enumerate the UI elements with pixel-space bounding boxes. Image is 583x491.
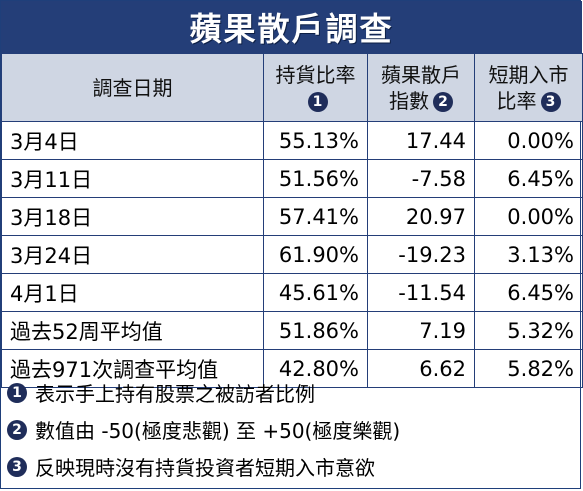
row-date: 過去971次調查平均值 xyxy=(1,349,264,388)
footnote-text: 數值由 -50(極度悲觀) 至 +50(極度樂觀) xyxy=(35,419,401,443)
header-holding-label: 持貨比率 xyxy=(275,62,356,87)
row-holding: 42.80% xyxy=(263,349,368,388)
table-row: 3月4日 55.13% 17.44 0.00% xyxy=(1,121,583,160)
row-short: 6.45% xyxy=(474,273,583,312)
header-holding-ratio: 持貨比率 1 xyxy=(263,53,368,122)
marker-2-icon: 2 xyxy=(433,92,453,112)
row-short: 5.82% xyxy=(474,349,583,388)
row-date: 過去52周平均值 xyxy=(1,311,264,350)
table-row: 4月1日 45.61% -11.54 6.45% xyxy=(1,273,583,312)
row-short: 6.45% xyxy=(474,159,583,198)
row-index: -19.23 xyxy=(367,235,475,274)
survey-table: 調查日期 持貨比率 1 蘋果散戶 指數 2 短期入市 比率 3 3月4日 55 xyxy=(1,53,583,388)
title-bar: 蘋果散戶調查 xyxy=(1,1,582,53)
header-date-label: 調查日期 xyxy=(92,75,173,100)
page-title: 蘋果散戶調查 xyxy=(189,10,394,48)
marker-3-icon: 3 xyxy=(540,92,561,112)
table-row: 過去971次調查平均值 42.80% 6.62 5.82% xyxy=(1,349,583,388)
row-short: 0.00% xyxy=(474,197,583,236)
row-holding: 55.13% xyxy=(263,121,368,160)
row-index: -7.58 xyxy=(367,159,475,198)
footnote-item: 1 表示手上持有股票之被訪者比例 xyxy=(7,374,577,411)
row-holding: 51.86% xyxy=(263,311,368,350)
header-short-term-ratio: 短期入市 比率 3 xyxy=(474,53,583,122)
row-index: -11.54 xyxy=(367,273,475,312)
marker-1-icon: 1 xyxy=(307,92,328,112)
row-short: 5.32% xyxy=(474,311,583,350)
row-short: 3.13% xyxy=(474,235,583,274)
row-holding: 57.41% xyxy=(263,197,368,236)
row-index: 20.97 xyxy=(367,197,475,236)
footnote-item: 3 反映現時沒有持貨投資者短期入市意欲 xyxy=(7,448,577,485)
header-index-line2: 指數 xyxy=(389,88,429,113)
table-row: 3月24日 61.90% -19.23 3.13% xyxy=(1,235,583,274)
header-short-line1: 短期入市 xyxy=(488,62,569,87)
marker-3-icon: 3 xyxy=(7,456,27,477)
marker-1-icon: 1 xyxy=(7,382,27,403)
row-date: 3月11日 xyxy=(1,159,264,198)
footnote-item: 2 數值由 -50(極度悲觀) 至 +50(極度樂觀) xyxy=(7,411,577,448)
row-index: 7.19 xyxy=(367,311,475,350)
table-row: 3月18日 57.41% 20.97 0.00% xyxy=(1,197,583,236)
row-date: 3月18日 xyxy=(1,197,264,236)
row-holding: 51.56% xyxy=(263,159,368,198)
header-date: 調查日期 xyxy=(1,53,264,122)
footnote-text: 表示手上持有股票之被訪者比例 xyxy=(35,382,315,406)
row-date: 4月1日 xyxy=(1,273,264,312)
table-header-row: 調查日期 持貨比率 1 蘋果散戶 指數 2 短期入市 比率 3 xyxy=(1,53,583,122)
footnote-text: 反映現時沒有持貨投資者短期入市意欲 xyxy=(35,456,375,480)
row-index: 6.62 xyxy=(367,349,475,388)
header-short-line2: 比率 xyxy=(496,88,537,113)
row-short: 0.00% xyxy=(474,121,583,160)
footnotes: 1 表示手上持有股票之被訪者比例 2 數值由 -50(極度悲觀) 至 +50(極… xyxy=(7,374,577,485)
table-row: 過去52周平均值 51.86% 7.19 5.32% xyxy=(1,311,583,350)
row-holding: 45.61% xyxy=(263,273,368,312)
row-date: 3月24日 xyxy=(1,235,264,274)
marker-2-icon: 2 xyxy=(7,419,27,440)
header-index: 蘋果散戶 指數 2 xyxy=(367,53,475,122)
row-date: 3月4日 xyxy=(1,121,264,160)
header-index-line1: 蘋果散戶 xyxy=(381,62,461,87)
row-index: 17.44 xyxy=(367,121,475,160)
row-holding: 61.90% xyxy=(263,235,368,274)
table-row: 3月11日 51.56% -7.58 6.45% xyxy=(1,159,583,198)
